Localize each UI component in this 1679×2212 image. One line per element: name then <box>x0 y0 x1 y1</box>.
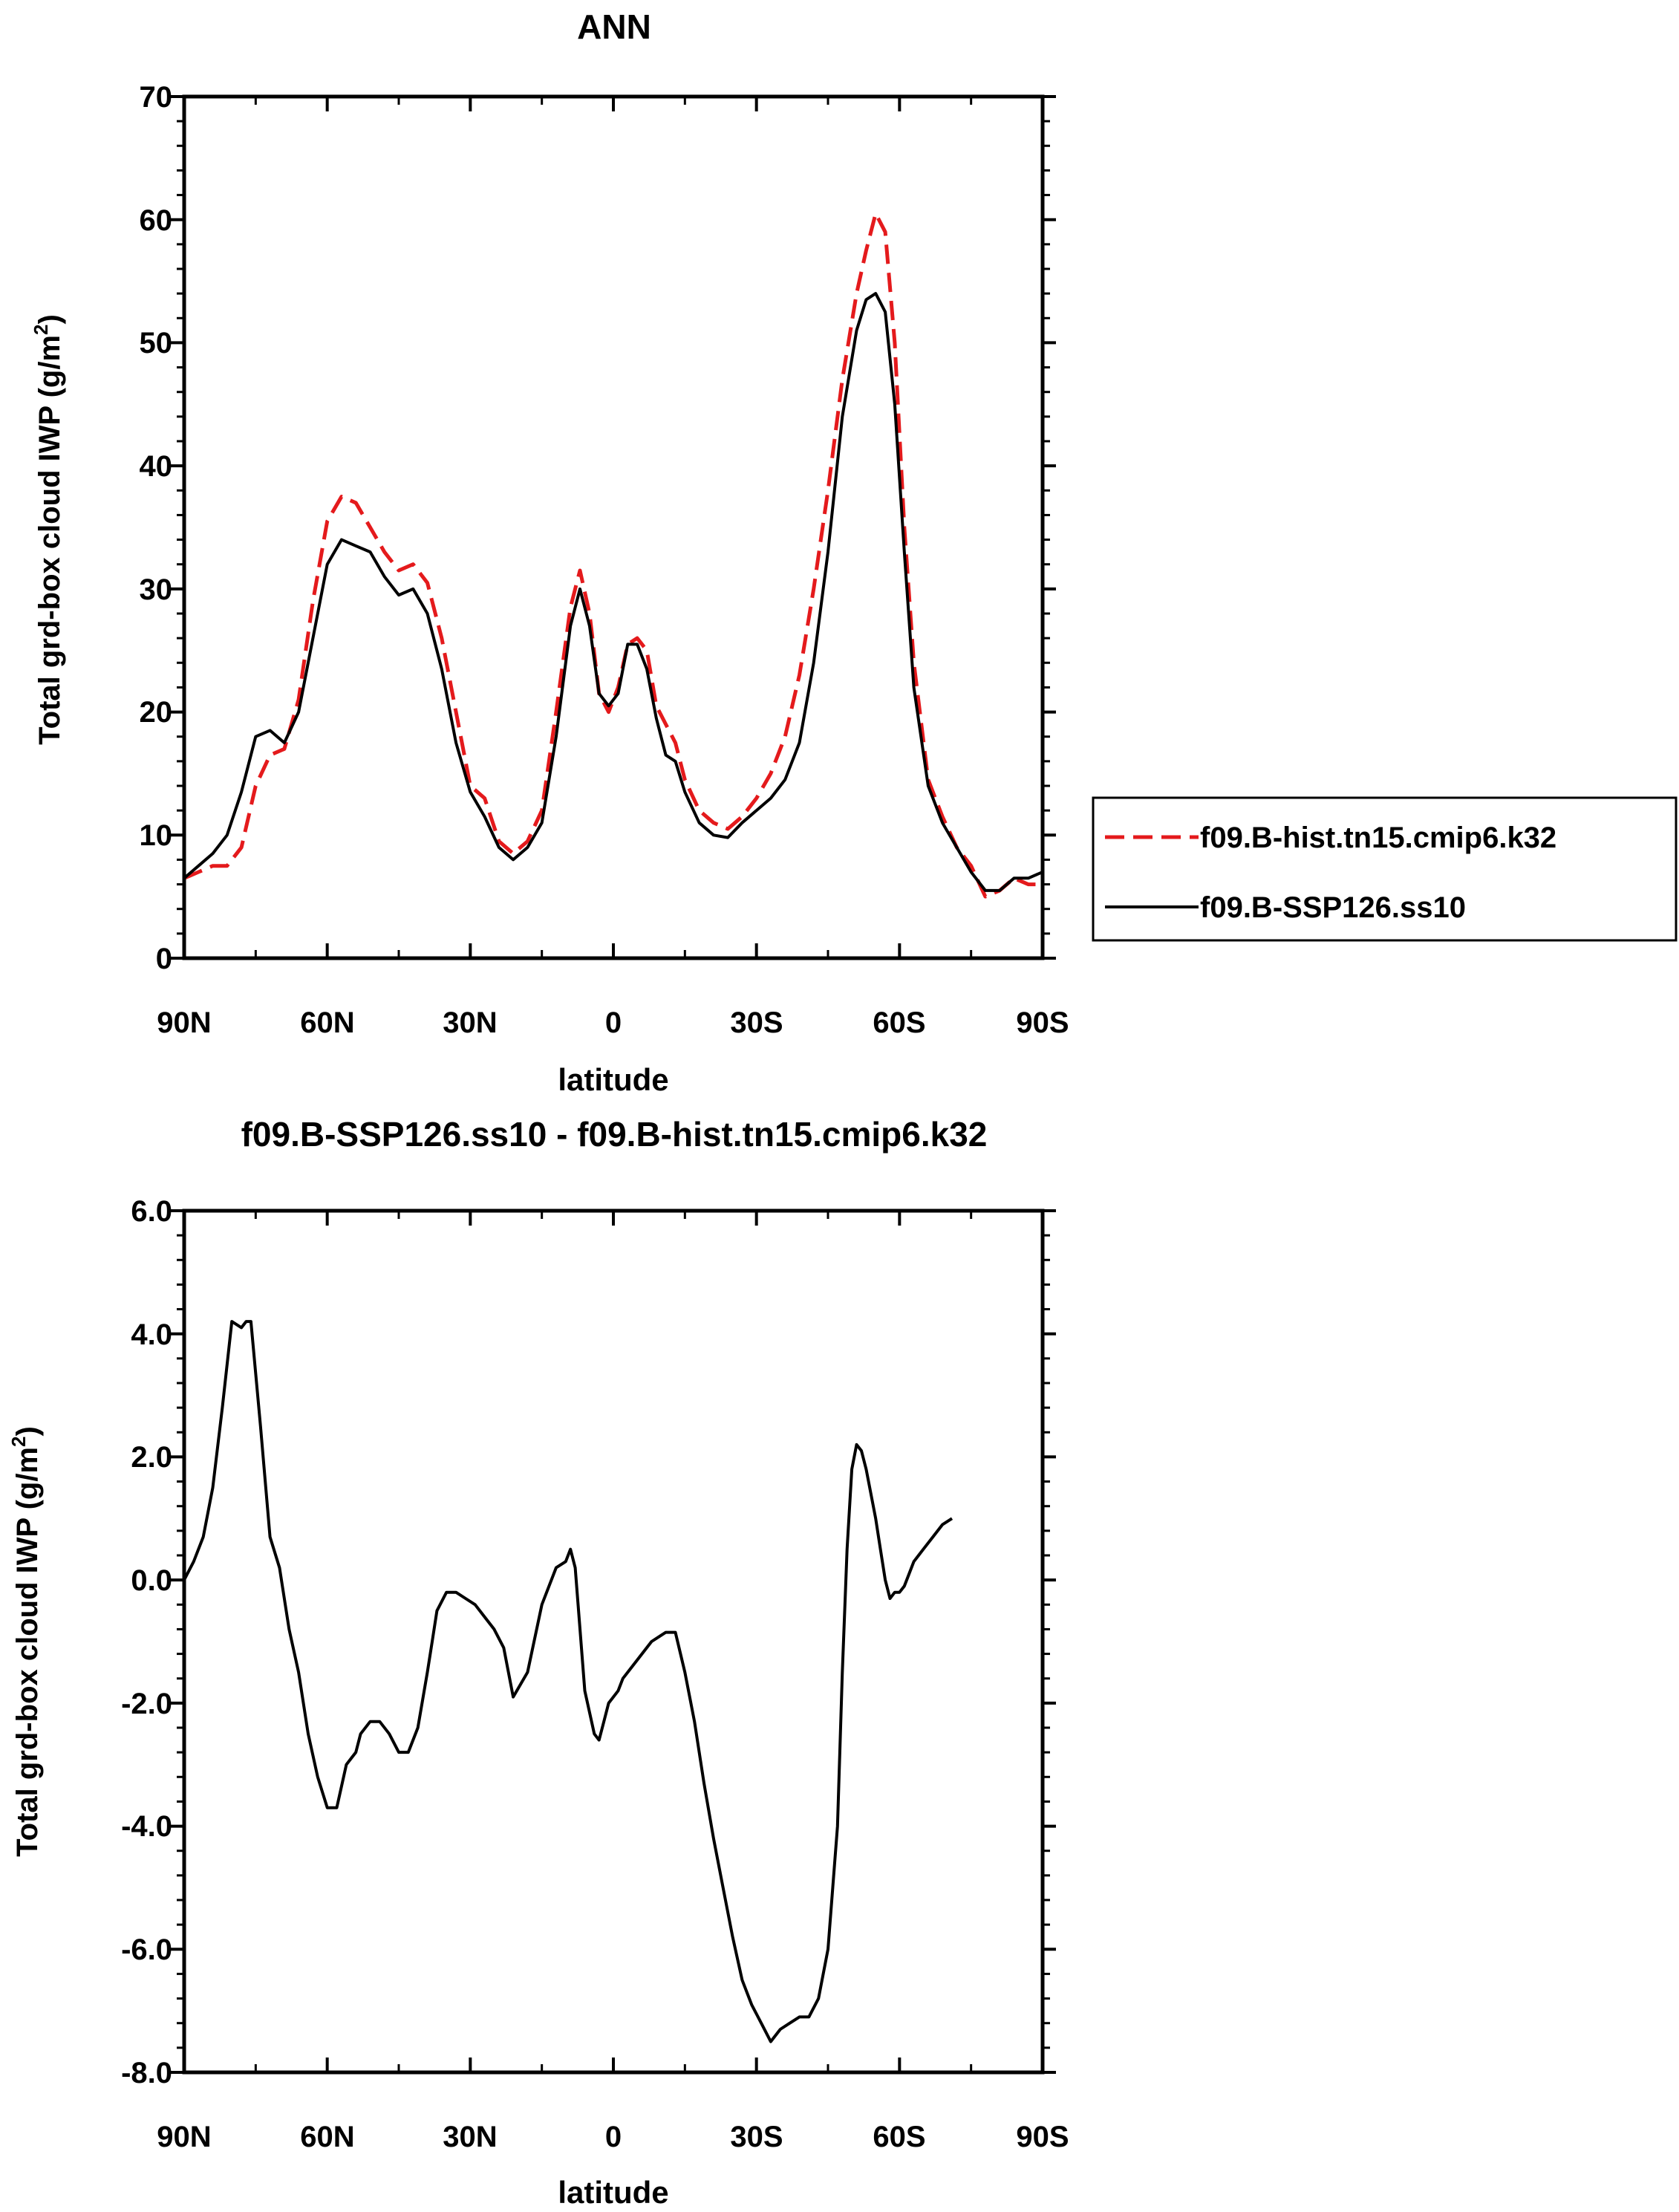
bottom-series-line-difference <box>183 1320 953 2043</box>
legend: f09.B-hist.tn15.cmip6.k32 f09.B-SSP126.s… <box>1092 796 1678 942</box>
top-series-group <box>183 211 1043 899</box>
top-x-tick-label: 90S <box>1016 1006 1069 1039</box>
top-axis-ticks <box>171 95 1056 960</box>
top-y-tick-label: 20 <box>140 696 173 729</box>
top-y-axis-label: Total grd-box cloud IWP (g/m2) <box>30 314 66 745</box>
bottom-x-tick-labels: 90N 60N 30N 0 30S 60S 90S <box>157 2121 1069 2153</box>
top-plot-frame <box>182 94 1045 960</box>
top-x-tick-label: 90N <box>157 1006 211 1039</box>
top-y-tick-label: 40 <box>140 450 173 483</box>
top-y-tick-label: 50 <box>140 327 173 360</box>
top-x-axis-label: latitude <box>558 1062 668 1097</box>
top-y-label-close: ) <box>33 314 66 324</box>
top-series-line-hist <box>183 211 1043 899</box>
top-x-tick-label: 60N <box>300 1006 354 1039</box>
top-series-line-ssp <box>183 292 1043 892</box>
top-y-tick-label: 0 <box>156 943 172 975</box>
bottom-y-tick-label: 6.0 <box>131 1195 172 1228</box>
bottom-panel: f09.B-SSP126.ss10 - f09.B-hist.tn15.cmip… <box>7 1115 1069 2210</box>
top-y-label-superscript: 2 <box>30 325 52 335</box>
bottom-y-tick-label: -8.0 <box>121 2057 172 2089</box>
bottom-chart-title: f09.B-SSP126.ss10 - f09.B-hist.tn15.cmip… <box>241 1115 988 1154</box>
bottom-y-tick-label: -4.0 <box>121 1810 172 1843</box>
bottom-x-tick-label: 0 <box>605 2121 622 2153</box>
bottom-y-tick-label: 4.0 <box>131 1318 172 1351</box>
bottom-y-tick-label: -6.0 <box>121 1933 172 1966</box>
bottom-y-label-main: Total grd-box cloud IWP (g/m <box>11 1447 44 1857</box>
bottom-axis-ticks <box>171 1209 1056 2074</box>
bottom-plot-frame <box>182 1209 1045 2075</box>
bottom-x-tick-label: 60N <box>300 2121 354 2153</box>
top-x-tick-label: 30N <box>443 1006 497 1039</box>
top-y-tick-labels: 70 60 50 40 30 20 10 0 <box>140 81 173 975</box>
legend-label-hist: f09.B-hist.tn15.cmip6.k32 <box>1200 822 1556 854</box>
bottom-y-label-close: ) <box>11 1426 44 1436</box>
legend-label-ssp: f09.B-SSP126.ss10 <box>1200 891 1466 924</box>
top-y-tick-label: 70 <box>140 81 173 114</box>
top-y-tick-label: 30 <box>140 573 173 606</box>
top-x-tick-label: 0 <box>605 1006 622 1039</box>
top-panel: ANN 70 60 50 40 30 20 10 0 90N 60N 30N 0… <box>30 7 1678 1097</box>
top-y-tick-label: 10 <box>140 819 173 852</box>
bottom-x-tick-label: 90N <box>157 2121 211 2153</box>
bottom-x-tick-label: 30S <box>730 2121 783 2153</box>
bottom-series-group <box>183 1320 953 2043</box>
bottom-x-tick-label: 90S <box>1016 2121 1069 2153</box>
bottom-x-tick-label: 30N <box>443 2121 497 2153</box>
bottom-y-tick-label: 2.0 <box>131 1441 172 1474</box>
bottom-y-tick-labels: 6.0 4.0 2.0 0.0 -2.0 -4.0 -6.0 -8.0 <box>121 1195 172 2089</box>
legend-box <box>1092 796 1678 942</box>
bottom-x-tick-label: 60S <box>873 2121 925 2153</box>
bottom-y-label-superscript: 2 <box>7 1437 30 1447</box>
bottom-y-tick-label: 0.0 <box>131 1564 172 1597</box>
top-chart-title: ANN <box>577 7 651 46</box>
bottom-y-axis-label: Total grd-box cloud IWP (g/m2) <box>7 1426 44 1857</box>
bottom-y-tick-label: -2.0 <box>121 1688 172 1720</box>
top-x-tick-labels: 90N 60N 30N 0 30S 60S 90S <box>157 1006 1069 1039</box>
bottom-x-axis-label: latitude <box>558 2175 668 2210</box>
top-y-tick-label: 60 <box>140 204 173 237</box>
top-y-label-main: Total grd-box cloud IWP (g/m <box>33 335 66 745</box>
top-x-tick-label: 30S <box>730 1006 783 1039</box>
top-x-tick-label: 60S <box>873 1006 925 1039</box>
